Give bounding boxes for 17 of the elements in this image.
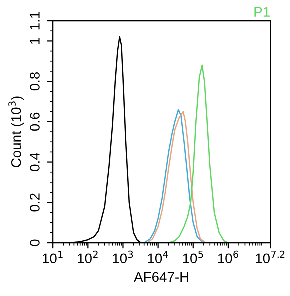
x-tick-label: 10$^{3}$ <box>113 250 134 264</box>
y-tick-label: 1 <box>30 38 40 44</box>
x-tick-label: 10$^{6}$ <box>218 250 239 264</box>
x-tick-label: 10$^{4}$ <box>148 251 168 264</box>
y-tick-label: 0 <box>30 240 40 246</box>
y-tick-label: 0.8 <box>30 72 40 91</box>
y-tick-label: 1.1 <box>30 12 40 30</box>
y-tick-label: 0.6 <box>30 112 40 132</box>
y-axis-title: Count (10$^{3}$) <box>8 96 24 168</box>
x-tick-label: 10$^{5}$ <box>183 251 204 264</box>
x-tick-label: 10$^{7.2}$ <box>256 250 285 264</box>
x-tick-label: 10$^{1}$ <box>43 251 63 264</box>
x-axis-title: AF647-H <box>134 272 188 282</box>
x-tick-label: 10$^{2}$ <box>78 250 98 264</box>
y-tick-label: 0.4 <box>30 153 40 172</box>
y-tick-label: 0.2 <box>30 194 40 212</box>
chart-title: P1 <box>254 7 270 17</box>
